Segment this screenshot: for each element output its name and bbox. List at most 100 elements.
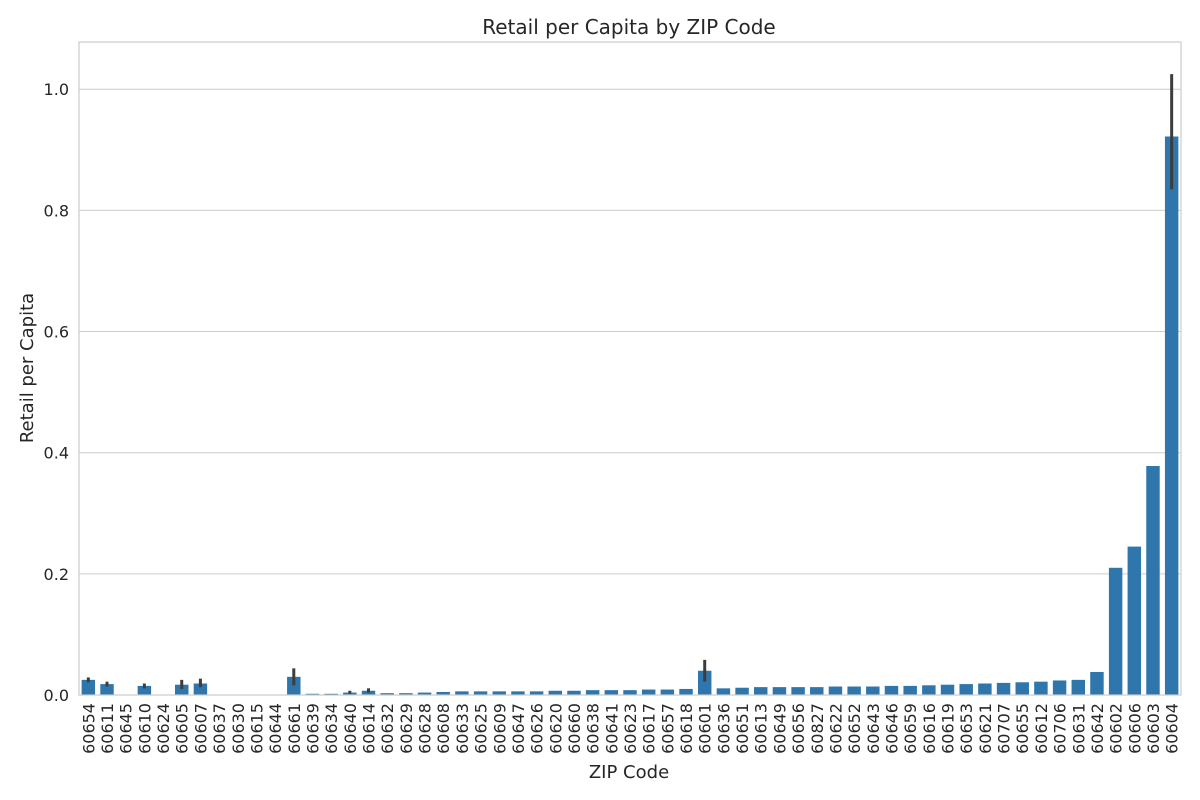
bar-60603 [1146,466,1160,695]
x-tick-label: 60614 [360,703,379,754]
bar-60631 [1071,679,1085,695]
bar-60601 [697,670,712,695]
bar-60652 [847,686,861,695]
bar-60623 [623,690,637,695]
bar-60646 [884,685,899,695]
x-tick-label: 60615 [247,703,266,754]
y-tick-label: 0.2 [44,565,69,584]
error-bars [86,74,1174,694]
y-axis-label: Retail per Capita [17,293,38,443]
x-tick-label: 60634 [322,703,341,754]
bar-60634 [324,693,338,695]
bar-60612 [1034,681,1048,695]
x-tick-label: 60646 [882,703,901,754]
x-tick-label: 60643 [864,703,883,754]
bar-60647 [511,691,525,695]
x-tick-label: 60623 [621,703,640,754]
x-tick-label: 60644 [266,703,285,754]
x-axis-label: ZIP Code [589,762,669,783]
bar-60610 [137,685,152,695]
x-tick-label: 60629 [397,703,416,754]
x-tick-label: 60637 [210,703,229,754]
bar-60622 [828,686,843,695]
bar-60653 [959,684,973,695]
x-tick-label: 60608 [434,703,453,754]
x-tick-label: 60641 [602,703,621,754]
x-tick-label: 60633 [453,703,472,754]
x-tick-label: 60647 [509,703,528,754]
bar-60632 [380,693,394,695]
y-tick-label: 0.8 [44,201,69,220]
x-tick-label: 60625 [472,703,491,754]
y-tick-label: 1.0 [44,80,69,99]
x-tick-labels: 60654 60611 60645 60610 60624 60605 60607 60637… [79,703,1181,754]
x-tick-label: 60626 [528,703,547,754]
x-tick-label: 60601 [696,703,715,754]
x-tick-label: 60622 [826,703,845,754]
x-tick-label: 60638 [584,703,603,754]
plot-frame [78,41,1182,696]
x-tick-label: 60631 [1069,703,1088,754]
bar-60616 [922,685,936,695]
gridlines [79,88,1181,575]
x-tick-label: 60640 [341,703,360,754]
bar-60659 [903,685,917,695]
x-tick-label: 60611 [98,703,117,754]
x-tick-label: 60642 [1088,703,1107,754]
bar-60636 [716,688,731,695]
bars [81,136,1179,696]
bar-60660 [567,690,581,695]
x-tick-label: 60612 [1032,703,1051,754]
bar-60617 [641,689,656,695]
bar-60641 [604,690,619,695]
chart-title: Retail per Capita by ZIP Code [482,15,776,39]
y-tick-label: 0.4 [44,444,69,463]
x-tick-label: 60602 [1107,703,1126,754]
bar-60608 [436,691,450,695]
bar-60706 [1052,680,1067,695]
x-tick-label: 60624 [154,703,173,754]
x-tick-label: 60827 [808,703,827,754]
x-tick-label: 60606 [1125,703,1144,754]
bar-60607 [193,683,208,695]
x-tick-label: 60653 [957,703,976,754]
bar-60604 [1164,136,1179,696]
bar-60656 [791,687,805,695]
x-tick-label: 60657 [658,703,677,754]
x-tick-label: 60652 [845,703,864,754]
bar-60628 [417,692,432,695]
bar-60614 [361,690,376,695]
x-tick-label: 60632 [378,703,397,754]
x-tick-label: 60655 [1013,703,1032,754]
bar-60606 [1127,546,1142,695]
bar-60638 [585,690,600,695]
x-tick-label: 60619 [939,703,958,754]
bar-60827 [810,687,824,695]
bar-60625 [473,691,488,695]
bar-60618 [679,688,693,695]
bar-60639 [305,693,320,695]
x-tick-label: 60706 [1051,703,1070,754]
bar-60661 [287,676,301,695]
y-tick-label: 0.6 [44,323,69,342]
y-tick-label: 0.0 [44,686,69,705]
x-tick-label: 60630 [229,703,248,754]
bar-60605 [175,684,189,695]
x-tick-label: 60636 [714,703,733,754]
bar-60621 [978,683,992,695]
bar-60655 [1015,682,1029,695]
bar-60613 [754,687,768,695]
x-tick-label: 60604 [1163,703,1182,754]
x-tick-label: 60639 [303,703,322,754]
bar-60633 [455,691,469,695]
x-tick-label: 60656 [789,703,808,754]
x-tick-label: 60617 [640,703,659,754]
bar-60657 [660,689,675,695]
bar-60707 [996,682,1011,695]
bar-60611 [100,684,114,695]
bar-60629 [399,693,413,695]
bar-60609 [492,691,506,695]
x-tick-label: 60645 [117,703,136,754]
